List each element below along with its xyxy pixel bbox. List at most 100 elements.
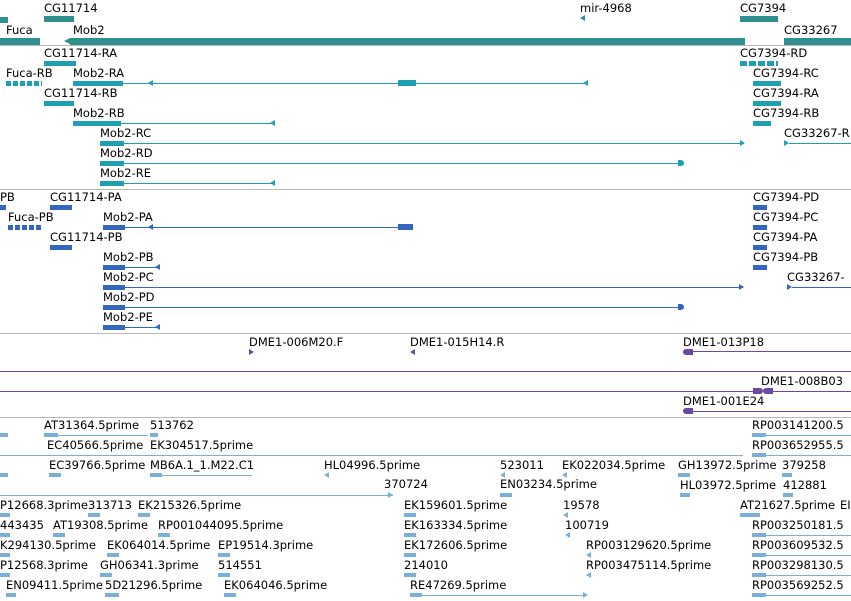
- cds-label[interactable]: PB: [0, 190, 15, 204]
- est-label[interactable]: EK304517.5prime: [150, 438, 254, 452]
- est-feature[interactable]: [752, 573, 766, 577]
- est-label[interactable]: RP003609532.5: [752, 538, 844, 552]
- est-feature[interactable]: [404, 513, 416, 517]
- est-feature[interactable]: [224, 593, 236, 597]
- est-label[interactable]: RP003569252.5: [752, 578, 844, 592]
- gene-label-fuca[interactable]: Fuca: [6, 23, 33, 37]
- est-label[interactable]: 5D21296.5prime: [105, 578, 203, 592]
- cds-label[interactable]: CG11714-PA: [50, 190, 122, 204]
- est-label[interactable]: RP003652955.5: [752, 438, 844, 452]
- est-label[interactable]: EK163334.5prime: [404, 518, 508, 532]
- est-label[interactable]: AT31364.5prime: [44, 418, 140, 432]
- cds-exon[interactable]: [678, 304, 684, 310]
- transcript-label[interactable]: Fuca-RB: [6, 66, 53, 80]
- est-feature[interactable]: [752, 433, 766, 437]
- est-feature[interactable]: [6, 593, 16, 597]
- cds-feature[interactable]: [753, 225, 767, 230]
- cds-feature[interactable]: [103, 305, 125, 310]
- est-feature[interactable]: [740, 513, 760, 517]
- est-feature[interactable]: [0, 553, 10, 557]
- est-label[interactable]: 379258: [782, 458, 826, 472]
- est-label[interactable]: EC39766.5prime: [49, 458, 146, 472]
- est-label[interactable]: EI: [840, 498, 851, 512]
- est-feature[interactable]: [782, 473, 792, 477]
- transcript-exon[interactable]: [678, 160, 684, 166]
- cds-feature[interactable]: [8, 225, 42, 230]
- est-label[interactable]: 214010: [404, 558, 448, 572]
- est-label[interactable]: HL04996.5prime: [324, 458, 421, 472]
- transcript-feature[interactable]: [740, 61, 778, 66]
- transcript-label[interactable]: Mob2-RA: [73, 66, 125, 80]
- transcript-feature[interactable]: [753, 121, 771, 126]
- transcript-exon[interactable]: [398, 80, 416, 86]
- cds-label[interactable]: Mob2-PC: [103, 270, 154, 284]
- transcript-feature[interactable]: [100, 161, 124, 166]
- est-label[interactable]: 19578: [563, 498, 600, 512]
- bac-feature[interactable]: [763, 388, 773, 394]
- cds-label[interactable]: CG33267-: [787, 270, 845, 284]
- est-label[interactable]: EK172606.5prime: [404, 538, 508, 552]
- transcript-label[interactable]: Mob2-RC: [100, 126, 152, 140]
- transcript-feature[interactable]: [44, 101, 74, 106]
- est-feature[interactable]: [138, 513, 150, 517]
- gene-mir-4968[interactable]: [580, 15, 585, 21]
- est-feature[interactable]: [678, 473, 690, 477]
- transcript-label[interactable]: CG7394-RA: [753, 86, 819, 100]
- est-label[interactable]: RP001044095.5prime: [158, 518, 284, 532]
- est-label[interactable]: EP19514.3prime: [218, 538, 314, 552]
- est-label[interactable]: MB6A.1_1.M22.C1: [150, 458, 255, 472]
- est-feature[interactable]: [150, 473, 162, 477]
- cds-feature[interactable]: [103, 285, 125, 290]
- est-feature[interactable]: [100, 573, 112, 577]
- transcript-label[interactable]: Mob2-RD: [100, 146, 153, 160]
- est-label[interactable]: EN03234.5prime: [500, 477, 597, 491]
- est-feature[interactable]: [500, 493, 512, 497]
- cds-feature[interactable]: [753, 265, 767, 270]
- est-feature[interactable]: [404, 573, 416, 577]
- cds-label[interactable]: Mob2-PD: [103, 290, 155, 304]
- est-feature[interactable]: [218, 553, 230, 557]
- cds-feature[interactable]: [103, 225, 125, 230]
- gene-cg7394[interactable]: [740, 16, 778, 22]
- bac-label[interactable]: DME1-006M20.F: [249, 335, 344, 349]
- est-label[interactable]: GH06341.3prime: [100, 558, 199, 572]
- transcript-feature[interactable]: [100, 141, 124, 146]
- transcript-label[interactable]: CG11714-RA: [44, 46, 118, 60]
- cds-label[interactable]: CG7394-PC: [753, 210, 819, 224]
- bac-label[interactable]: DME1-001E24: [683, 394, 765, 408]
- est-feature[interactable]: [0, 573, 10, 577]
- cds-label[interactable]: Mob2-PE: [103, 310, 153, 324]
- est-feature[interactable]: [105, 593, 119, 597]
- cds-label[interactable]: Mob2-PA: [103, 210, 153, 224]
- est-label[interactable]: 443435: [0, 518, 44, 532]
- bac-arrow[interactable]: [249, 349, 254, 355]
- gene-mob2[interactable]: [70, 38, 745, 45]
- bac-feature[interactable]: [683, 349, 693, 355]
- est-label[interactable]: EK215326.5prime: [138, 498, 242, 512]
- est-label[interactable]: 100719: [565, 518, 609, 532]
- est-feature[interactable]: [783, 493, 793, 497]
- est-label[interactable]: RE47269.5prime: [410, 578, 507, 592]
- est-feature[interactable]: [88, 513, 100, 517]
- est-label[interactable]: 523011: [500, 458, 544, 472]
- est-label[interactable]: RP003129620.5prime: [586, 538, 712, 552]
- est-feature[interactable]: [0, 473, 8, 477]
- cds-feature[interactable]: [103, 325, 125, 330]
- cds-exon[interactable]: [398, 224, 413, 230]
- transcript-feature[interactable]: [73, 81, 123, 86]
- est-label[interactable]: 514551: [218, 558, 262, 572]
- est-feature[interactable]: [410, 593, 422, 597]
- bac-label[interactable]: DME1-013P18: [683, 335, 765, 349]
- est-feature[interactable]: [44, 433, 58, 437]
- est-label[interactable]: RP003298130.5: [752, 558, 844, 572]
- est-label[interactable]: P12668.3prime: [0, 498, 88, 512]
- bac-label[interactable]: DME1-015H14.R: [410, 335, 505, 349]
- est-feature[interactable]: [404, 553, 416, 557]
- cds-label[interactable]: CG7394-PB: [753, 250, 819, 264]
- est-feature[interactable]: [150, 433, 158, 437]
- gene-label-cg11714[interactable]: CG11714: [44, 1, 98, 15]
- cds-feature[interactable]: [103, 265, 125, 270]
- cds-feature[interactable]: [50, 245, 72, 250]
- cds-label[interactable]: CG7394-PA: [753, 230, 818, 244]
